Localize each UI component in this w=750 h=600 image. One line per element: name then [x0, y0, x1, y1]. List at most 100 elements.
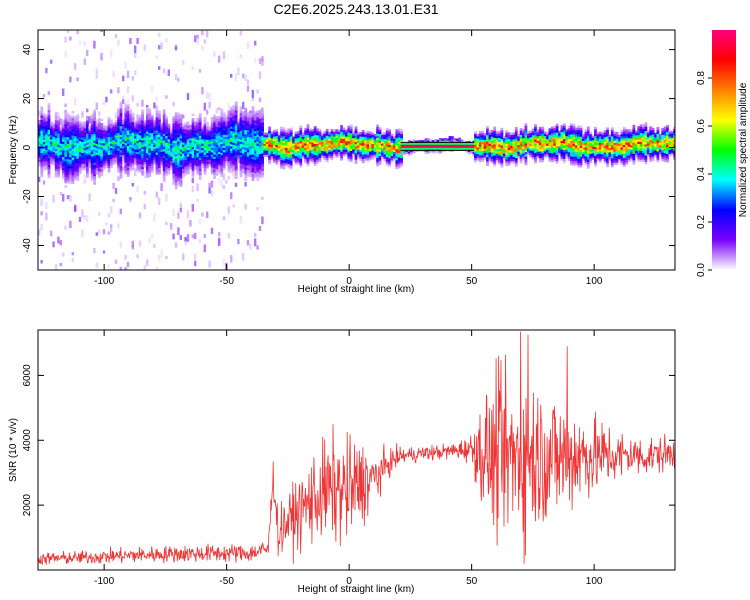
spectrogram-cell	[289, 136, 293, 139]
spectrogram-cell	[110, 123, 113, 127]
spectrogram-cell	[481, 130, 485, 134]
spectrogram-cell	[560, 142, 564, 146]
spectrogram-cell	[119, 170, 123, 173]
spectrogram-cell	[100, 123, 104, 126]
spectrogram-cell	[172, 133, 176, 137]
spectrogram-cell	[74, 133, 77, 137]
spectrogram-cell	[584, 142, 588, 146]
spectrogram-cell	[71, 150, 75, 154]
spectrogram-cell	[117, 148, 120, 151]
spectrogram-cell	[251, 143, 255, 146]
spectrogram-noise-cell	[232, 171, 235, 176]
spectrogram-cell	[160, 136, 164, 139]
spectrogram-cell	[42, 168, 46, 171]
spectrogram-cell	[134, 151, 137, 154]
spectrogram-cell	[294, 162, 298, 165]
spectrogram-cell	[620, 136, 624, 139]
spectrogram-cell	[107, 117, 111, 120]
spectrogram-cell	[129, 140, 132, 143]
spectrogram-cell	[486, 143, 489, 147]
spectrogram-cell	[254, 111, 257, 114]
spectrogram-cell	[184, 142, 188, 145]
spectrogram-cell	[179, 177, 183, 181]
spectrogram-cell	[249, 113, 252, 116]
spectrogram-cell	[582, 153, 585, 157]
spectrogram-cell	[268, 130, 271, 134]
spectrogram-cell	[254, 170, 257, 174]
spectrogram-cell	[323, 151, 327, 154]
spectrogram-cell	[555, 125, 559, 129]
spectrogram-cell	[481, 148, 485, 151]
spectrogram-cell	[189, 133, 192, 137]
spectrogram-cell	[349, 148, 353, 151]
spectrogram-cell	[153, 157, 156, 161]
spectrogram-cell	[47, 175, 51, 179]
spectrogram-cell	[529, 148, 533, 151]
spectrogram-cell	[316, 132, 319, 136]
spectrogram-noise-cell	[218, 107, 221, 111]
spectrogram-cell	[167, 143, 171, 147]
spectrogram-cell	[574, 149, 578, 153]
spectrogram-cell	[119, 174, 123, 177]
spectrogram-cell	[531, 135, 535, 138]
spectrogram-noise-cell	[50, 230, 53, 237]
spectrogram-cell	[182, 126, 185, 130]
spectrogram-cell	[476, 133, 480, 137]
spectrogram-cell	[153, 155, 156, 158]
spectrogram-cell	[160, 140, 164, 144]
spectrogram-cell	[47, 122, 51, 126]
spectrogram-noise-cell	[54, 264, 58, 270]
spectrogram-cell	[76, 134, 80, 137]
spectrogram-cell	[40, 166, 44, 169]
spectrogram-cell	[632, 133, 636, 137]
spectrogram-cell	[225, 156, 228, 160]
spectrogram-cell	[129, 168, 132, 172]
spectrogram-cell	[297, 139, 300, 143]
spectrogram-cell	[189, 140, 192, 143]
spectrogram-cell	[273, 134, 276, 137]
spectrogram-cell	[325, 142, 329, 145]
spectrogram-cell	[385, 161, 389, 164]
spectrogram-cell	[90, 145, 94, 148]
spectrogram-cell	[572, 125, 576, 129]
spectrogram-cell	[282, 158, 286, 161]
spectrogram-cell	[90, 120, 94, 124]
spectrogram-cell	[622, 129, 626, 132]
spectrogram-cell	[357, 134, 360, 137]
spectrogram-cell	[134, 138, 137, 141]
spectrogram-cell	[76, 165, 80, 168]
spectrogram-cell	[347, 127, 351, 131]
spectrogram-noise-cell	[45, 201, 48, 210]
spectrogram-cell	[254, 162, 257, 165]
spectrogram-noise-cell	[237, 238, 240, 245]
spectrogram-noise-cell	[182, 60, 185, 65]
spectrogram-cell	[519, 141, 523, 144]
spectrogram-noise-cell	[131, 95, 134, 102]
spectrogram-cell	[66, 174, 70, 177]
spectrogram-cell	[366, 150, 370, 154]
spectrogram-cell	[610, 127, 614, 130]
spectrogram-cell	[54, 135, 58, 138]
spectrogram-cell	[550, 155, 554, 158]
spectrogram-cell	[232, 166, 236, 170]
spectrogram-cell	[381, 134, 384, 137]
spectrogram-cell	[191, 142, 195, 145]
spectrogram-cell	[584, 147, 588, 150]
spectrogram-cell	[172, 125, 176, 128]
spectrogram-cell	[45, 127, 48, 131]
spectrogram-cell	[38, 159, 41, 163]
spectrogram-cell	[572, 158, 576, 162]
spectrogram-cell	[191, 155, 195, 158]
spectrogram-cell	[318, 139, 322, 143]
spectrogram-cell	[304, 160, 307, 164]
spectrogram-noise-cell	[69, 36, 72, 41]
spectrogram-cell	[570, 154, 573, 157]
spectrogram-cell	[622, 142, 626, 145]
spectrogram-cell	[57, 164, 60, 167]
spectrogram-cell	[126, 132, 130, 136]
spectrogram-cell	[311, 129, 315, 132]
spectrogram-cell	[584, 162, 588, 166]
spectrogram-cell	[184, 124, 188, 128]
spectrogram-cell	[565, 133, 569, 137]
spectrogram-cell	[311, 157, 315, 161]
